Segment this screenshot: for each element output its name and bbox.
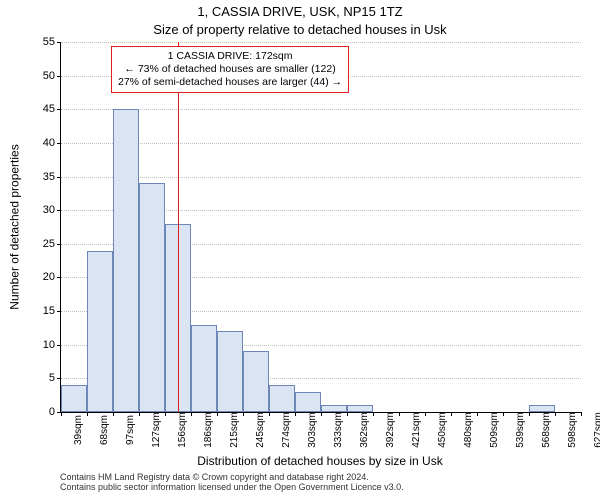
ytick-label: 10 bbox=[43, 339, 55, 351]
xtick-label: 303sqm bbox=[295, 398, 306, 434]
marker-line bbox=[178, 42, 179, 412]
gridline bbox=[61, 177, 581, 178]
ytick-mark bbox=[57, 42, 61, 43]
ytick-label: 55 bbox=[43, 36, 55, 48]
xtick-label: 215sqm bbox=[217, 398, 228, 434]
xtick-label: 97sqm bbox=[113, 401, 124, 431]
xtick-label: 68sqm bbox=[87, 401, 98, 431]
ytick-mark bbox=[57, 311, 61, 312]
ytick-label: 15 bbox=[43, 305, 55, 317]
xtick-label: 450sqm bbox=[425, 398, 436, 434]
footer-attribution: Contains HM Land Registry data © Crown c… bbox=[60, 472, 404, 493]
bar bbox=[139, 183, 165, 412]
ytick-mark bbox=[57, 143, 61, 144]
xtick-label: 245sqm bbox=[243, 398, 254, 434]
ytick-label: 45 bbox=[43, 103, 55, 115]
ytick-label: 50 bbox=[43, 70, 55, 82]
ytick-mark bbox=[57, 378, 61, 379]
xtick-label: 627sqm bbox=[581, 398, 592, 434]
ytick-mark bbox=[57, 244, 61, 245]
callout-line: 1 CASSIA DRIVE: 172sqm bbox=[118, 50, 342, 63]
xtick-label: 274sqm bbox=[269, 398, 280, 434]
xtick-label: 568sqm bbox=[529, 398, 540, 434]
ytick-label: 40 bbox=[43, 137, 55, 149]
callout-box: 1 CASSIA DRIVE: 172sqm← 73% of detached … bbox=[111, 46, 349, 93]
xtick-label: 480sqm bbox=[451, 398, 462, 434]
ytick-mark bbox=[57, 210, 61, 211]
bar bbox=[87, 251, 113, 412]
plot-area: 051015202530354045505539sqm68sqm97sqm127… bbox=[60, 42, 581, 413]
chart-root: 1, CASSIA DRIVE, USK, NP15 1TZ Size of p… bbox=[0, 0, 600, 500]
xtick-label: 392sqm bbox=[373, 398, 384, 434]
footer-line-2: Contains public sector information licen… bbox=[60, 482, 404, 492]
footer-line-1: Contains HM Land Registry data © Crown c… bbox=[60, 472, 404, 482]
ytick-mark bbox=[57, 345, 61, 346]
x-axis-label: Distribution of detached houses by size … bbox=[60, 454, 580, 468]
ytick-label: 35 bbox=[43, 171, 55, 183]
xtick-label: 127sqm bbox=[139, 398, 150, 434]
xtick-label: 362sqm bbox=[347, 398, 358, 434]
gridline bbox=[61, 42, 581, 43]
callout-line: 27% of semi-detached houses are larger (… bbox=[118, 76, 342, 89]
title-sub: Size of property relative to detached ho… bbox=[0, 22, 600, 37]
ytick-label: 20 bbox=[43, 271, 55, 283]
xtick-label: 39sqm bbox=[61, 401, 72, 431]
xtick-label: 598sqm bbox=[555, 398, 566, 434]
xtick-label: 539sqm bbox=[503, 398, 514, 434]
gridline bbox=[61, 109, 581, 110]
xtick-label: 156sqm bbox=[165, 398, 176, 434]
y-axis-label: Number of detached properties bbox=[8, 42, 22, 412]
xtick-label: 509sqm bbox=[477, 398, 488, 434]
ytick-mark bbox=[57, 277, 61, 278]
gridline bbox=[61, 143, 581, 144]
ytick-label: 30 bbox=[43, 204, 55, 216]
ytick-mark bbox=[57, 177, 61, 178]
ytick-label: 25 bbox=[43, 238, 55, 250]
ytick-mark bbox=[57, 76, 61, 77]
xtick-label: 186sqm bbox=[191, 398, 202, 434]
ytick-mark bbox=[57, 109, 61, 110]
title-main: 1, CASSIA DRIVE, USK, NP15 1TZ bbox=[0, 4, 600, 19]
ytick-label: 5 bbox=[49, 372, 55, 384]
callout-line: ← 73% of detached houses are smaller (12… bbox=[118, 63, 342, 76]
xtick-label: 421sqm bbox=[399, 398, 410, 434]
xtick-label: 333sqm bbox=[321, 398, 332, 434]
bar bbox=[113, 109, 139, 412]
ytick-label: 0 bbox=[49, 406, 55, 418]
